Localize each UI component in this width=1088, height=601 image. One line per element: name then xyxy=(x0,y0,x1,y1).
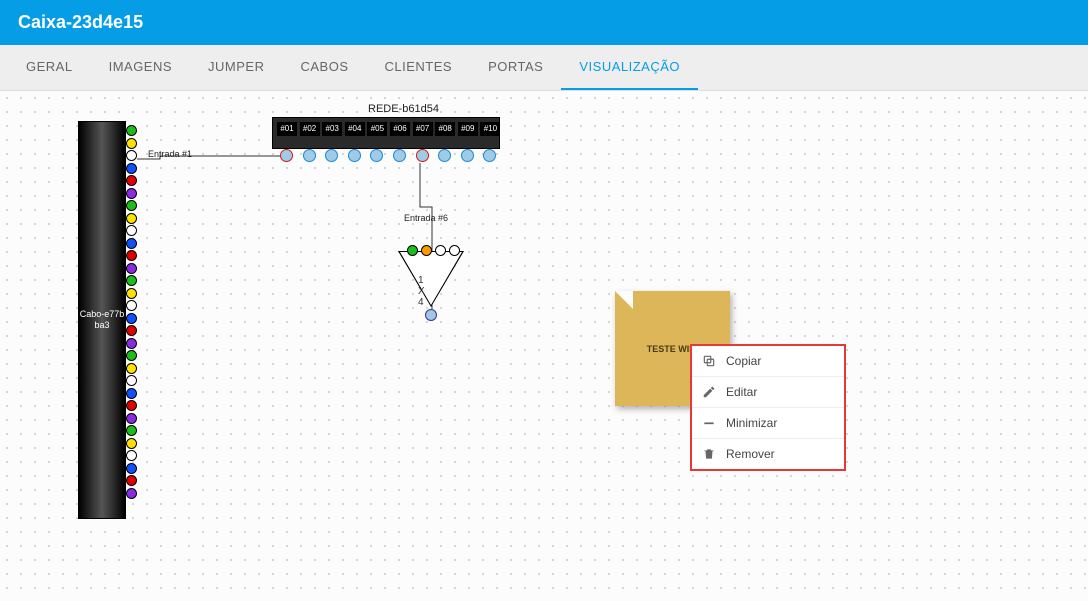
rede-block[interactable]: #01#02#03#04#05#06#07#08#09#10 xyxy=(272,117,500,149)
fiber-port[interactable] xyxy=(126,238,137,249)
fiber-port[interactable] xyxy=(126,125,137,136)
rede-slot: #09 xyxy=(458,122,478,136)
fiber-port[interactable] xyxy=(126,450,137,461)
rede-slot: #06 xyxy=(390,122,410,136)
fiber-port[interactable] xyxy=(126,338,137,349)
fiber-column xyxy=(126,125,138,500)
fiber-port[interactable] xyxy=(126,488,137,499)
splitter-input-port[interactable] xyxy=(407,245,418,256)
rede-title: REDE-b61d54 xyxy=(368,103,439,115)
rede-slot: #10 xyxy=(480,122,500,136)
copy-icon xyxy=(702,354,716,368)
fiber-port[interactable] xyxy=(126,225,137,236)
context-minimize-label: Minimizar xyxy=(726,416,777,430)
tab-bar: GERAL IMAGENS JUMPER CABOS CLIENTES PORT… xyxy=(0,45,1088,91)
fiber-port[interactable] xyxy=(126,188,137,199)
context-menu: Copiar Editar Minimizar Remover xyxy=(690,344,846,471)
fiber-port[interactable] xyxy=(126,200,137,211)
tab-jumper[interactable]: JUMPER xyxy=(190,45,282,90)
tab-visualizacao[interactable]: VISUALIZAÇÃO xyxy=(561,45,698,90)
rede-slot: #03 xyxy=(322,122,342,136)
minimize-icon xyxy=(702,416,716,430)
context-copy-label: Copiar xyxy=(726,354,761,368)
fiber-port[interactable] xyxy=(126,413,137,424)
tab-portas[interactable]: PORTAS xyxy=(470,45,561,90)
fiber-port[interactable] xyxy=(126,325,137,336)
tab-geral[interactable]: GERAL xyxy=(8,45,91,90)
wires xyxy=(0,91,1088,601)
rede-slot: #07 xyxy=(413,122,433,136)
tab-clientes[interactable]: CLIENTES xyxy=(367,45,471,90)
tab-cabos[interactable]: CABOS xyxy=(283,45,367,90)
rede-port[interactable] xyxy=(416,149,429,162)
entry-6-label: Entrada #6 xyxy=(404,213,448,223)
splitter-input-port[interactable] xyxy=(421,245,432,256)
fiber-port[interactable] xyxy=(126,175,137,186)
rede-port[interactable] xyxy=(303,149,316,162)
rede-slot: #05 xyxy=(367,122,387,136)
context-edit-label: Editar xyxy=(726,385,757,399)
rede-slot: #01 xyxy=(277,122,297,136)
fiber-port[interactable] xyxy=(126,375,137,386)
fiber-port[interactable] xyxy=(126,463,137,474)
fiber-port[interactable] xyxy=(126,438,137,449)
rede-port[interactable] xyxy=(393,149,406,162)
fiber-port[interactable] xyxy=(126,425,137,436)
fiber-port[interactable] xyxy=(126,263,137,274)
context-remove-label: Remover xyxy=(726,447,775,461)
fiber-port[interactable] xyxy=(126,213,137,224)
fiber-port[interactable] xyxy=(126,313,137,324)
fiber-port[interactable] xyxy=(126,138,137,149)
fiber-port[interactable] xyxy=(126,288,137,299)
splitter-input-port[interactable] xyxy=(435,245,446,256)
trash-icon xyxy=(702,447,716,461)
rede-port[interactable] xyxy=(348,149,361,162)
diagram-canvas[interactable]: Cabo-e77bba3 REDE-b61d54 #01#02#03#04#05… xyxy=(0,91,1088,601)
cable-label: Cabo-e77bba3 xyxy=(80,309,125,331)
fiber-port[interactable] xyxy=(126,475,137,486)
splitter-label: 1 X 4 xyxy=(418,275,426,308)
context-copy[interactable]: Copiar xyxy=(692,346,844,377)
rede-slot: #04 xyxy=(345,122,365,136)
fiber-port[interactable] xyxy=(126,163,137,174)
page-title: Caixa-23d4e15 xyxy=(18,12,143,32)
fiber-port[interactable] xyxy=(126,300,137,311)
cable-block[interactable]: Cabo-e77bba3 xyxy=(78,121,126,519)
entry-1-label: Entrada #1 xyxy=(148,149,192,159)
context-minimize[interactable]: Minimizar xyxy=(692,408,844,439)
fiber-port[interactable] xyxy=(126,150,137,161)
rede-port[interactable] xyxy=(461,149,474,162)
fiber-port[interactable] xyxy=(126,350,137,361)
context-edit[interactable]: Editar xyxy=(692,377,844,408)
splitter-input-port[interactable] xyxy=(449,245,460,256)
fiber-port[interactable] xyxy=(126,363,137,374)
rede-slot: #02 xyxy=(300,122,320,136)
tab-imagens[interactable]: IMAGENS xyxy=(91,45,190,90)
fiber-port[interactable] xyxy=(126,388,137,399)
edit-icon xyxy=(702,385,716,399)
splitter-output-port[interactable] xyxy=(425,309,437,321)
fiber-port[interactable] xyxy=(126,250,137,261)
rede-port[interactable] xyxy=(280,149,293,162)
context-remove[interactable]: Remover xyxy=(692,439,844,469)
rede-slot: #08 xyxy=(435,122,455,136)
page-header: Caixa-23d4e15 xyxy=(0,0,1088,45)
fiber-port[interactable] xyxy=(126,275,137,286)
fiber-port[interactable] xyxy=(126,400,137,411)
